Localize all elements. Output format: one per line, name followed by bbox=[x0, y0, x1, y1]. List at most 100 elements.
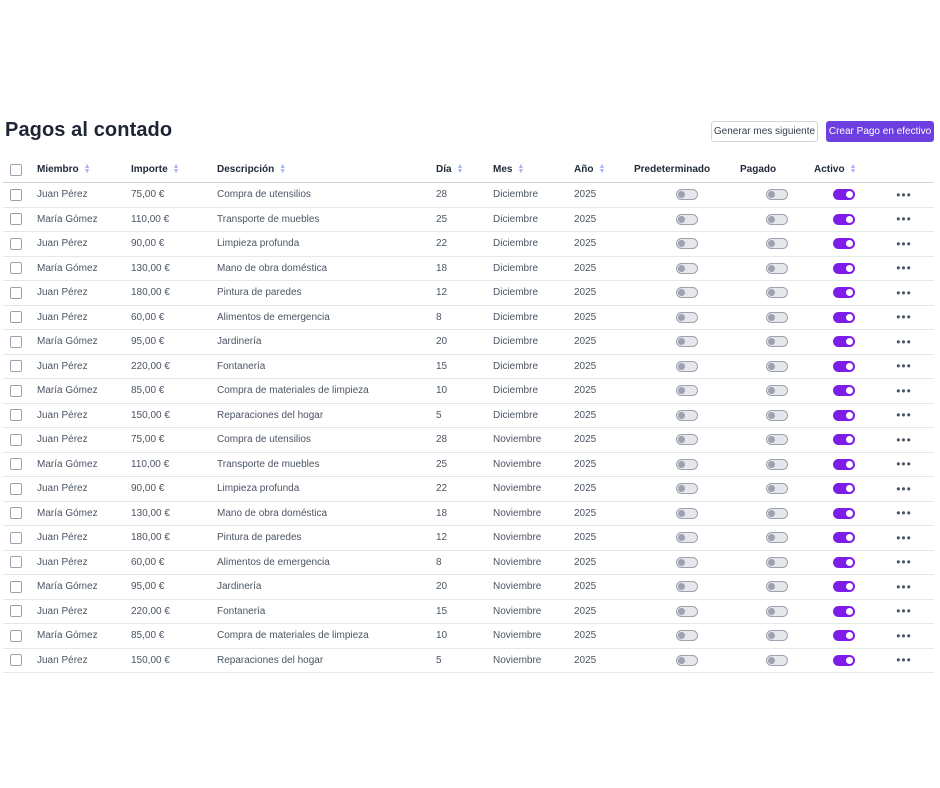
row-actions-menu-icon[interactable]: ••• bbox=[874, 329, 934, 355]
active-toggle[interactable] bbox=[833, 458, 855, 470]
default-toggle[interactable] bbox=[676, 630, 698, 642]
default-toggle[interactable] bbox=[676, 654, 698, 666]
row-checkbox[interactable] bbox=[10, 188, 22, 201]
row-checkbox[interactable] bbox=[10, 629, 22, 642]
member-link[interactable]: María Gómez bbox=[37, 623, 131, 649]
col-month[interactable]: Mes ▲ ▼ bbox=[493, 157, 574, 183]
select-all-checkbox[interactable] bbox=[10, 163, 22, 176]
row-actions-menu-icon[interactable]: ••• bbox=[874, 182, 934, 208]
row-checkbox[interactable] bbox=[10, 580, 22, 593]
member-link[interactable]: Juan Pérez bbox=[37, 354, 131, 379]
active-toggle[interactable] bbox=[833, 507, 855, 519]
row-checkbox[interactable] bbox=[10, 531, 22, 544]
active-toggle[interactable] bbox=[833, 483, 855, 495]
row-checkbox[interactable] bbox=[10, 556, 22, 569]
row-checkbox[interactable] bbox=[10, 482, 22, 495]
member-link[interactable]: María Gómez bbox=[37, 207, 131, 232]
col-year[interactable]: Año ▲ ▼ bbox=[574, 157, 634, 183]
active-toggle[interactable] bbox=[833, 287, 855, 299]
paid-toggle[interactable] bbox=[766, 507, 788, 519]
row-checkbox[interactable] bbox=[10, 360, 22, 373]
paid-toggle[interactable] bbox=[766, 213, 788, 225]
default-toggle[interactable] bbox=[676, 483, 698, 495]
row-checkbox[interactable] bbox=[10, 311, 22, 324]
generate-next-month-button[interactable]: Generar mes siguiente bbox=[711, 121, 818, 142]
member-link[interactable]: Juan Pérez bbox=[37, 525, 131, 551]
active-toggle[interactable] bbox=[833, 630, 855, 642]
row-actions-menu-icon[interactable]: ••• bbox=[874, 305, 934, 330]
active-toggle[interactable] bbox=[833, 581, 855, 593]
row-actions-menu-icon[interactable]: ••• bbox=[874, 599, 934, 624]
active-toggle[interactable] bbox=[833, 654, 855, 666]
paid-toggle[interactable] bbox=[766, 654, 788, 666]
active-toggle[interactable] bbox=[833, 532, 855, 544]
default-toggle[interactable] bbox=[676, 532, 698, 544]
active-toggle[interactable] bbox=[833, 556, 855, 568]
member-link[interactable]: María Gómez bbox=[37, 452, 131, 477]
active-toggle[interactable] bbox=[833, 605, 855, 617]
default-toggle[interactable] bbox=[676, 311, 698, 323]
member-link[interactable]: María Gómez bbox=[37, 378, 131, 404]
member-link[interactable]: Juan Pérez bbox=[37, 182, 131, 208]
paid-toggle[interactable] bbox=[766, 287, 788, 299]
row-actions-menu-icon[interactable]: ••• bbox=[874, 427, 934, 453]
default-toggle[interactable] bbox=[676, 409, 698, 421]
member-link[interactable]: Juan Pérez bbox=[37, 280, 131, 306]
default-toggle[interactable] bbox=[676, 581, 698, 593]
row-checkbox[interactable] bbox=[10, 335, 22, 348]
paid-toggle[interactable] bbox=[766, 409, 788, 421]
member-link[interactable]: María Gómez bbox=[37, 256, 131, 281]
default-toggle[interactable] bbox=[676, 287, 698, 299]
col-description[interactable]: Descripción ▲ ▼ bbox=[217, 157, 436, 183]
row-checkbox[interactable] bbox=[10, 286, 22, 299]
row-actions-menu-icon[interactable]: ••• bbox=[874, 452, 934, 477]
row-checkbox[interactable] bbox=[10, 237, 22, 250]
default-toggle[interactable] bbox=[676, 189, 698, 201]
default-toggle[interactable] bbox=[676, 434, 698, 446]
default-toggle[interactable] bbox=[676, 238, 698, 250]
paid-toggle[interactable] bbox=[766, 262, 788, 274]
member-link[interactable]: María Gómez bbox=[37, 329, 131, 355]
paid-toggle[interactable] bbox=[766, 605, 788, 617]
default-toggle[interactable] bbox=[676, 360, 698, 372]
default-toggle[interactable] bbox=[676, 507, 698, 519]
default-toggle[interactable] bbox=[676, 458, 698, 470]
row-checkbox[interactable] bbox=[10, 654, 22, 667]
paid-toggle[interactable] bbox=[766, 458, 788, 470]
row-actions-menu-icon[interactable]: ••• bbox=[874, 231, 934, 257]
row-checkbox[interactable] bbox=[10, 213, 22, 226]
col-active[interactable]: Activo ▲ ▼ bbox=[814, 157, 874, 183]
paid-toggle[interactable] bbox=[766, 532, 788, 544]
active-toggle[interactable] bbox=[833, 311, 855, 323]
active-toggle[interactable] bbox=[833, 336, 855, 348]
member-link[interactable]: Juan Pérez bbox=[37, 648, 131, 673]
member-link[interactable]: Juan Pérez bbox=[37, 476, 131, 502]
paid-toggle[interactable] bbox=[766, 336, 788, 348]
row-actions-menu-icon[interactable]: ••• bbox=[874, 501, 934, 526]
row-actions-menu-icon[interactable]: ••• bbox=[874, 525, 934, 551]
active-toggle[interactable] bbox=[833, 360, 855, 372]
row-checkbox[interactable] bbox=[10, 409, 22, 422]
row-actions-menu-icon[interactable]: ••• bbox=[874, 623, 934, 649]
row-actions-menu-icon[interactable]: ••• bbox=[874, 378, 934, 404]
member-link[interactable]: Juan Pérez bbox=[37, 550, 131, 575]
paid-toggle[interactable] bbox=[766, 311, 788, 323]
default-toggle[interactable] bbox=[676, 556, 698, 568]
row-actions-menu-icon[interactable]: ••• bbox=[874, 207, 934, 232]
row-checkbox[interactable] bbox=[10, 262, 22, 275]
paid-toggle[interactable] bbox=[766, 385, 788, 397]
default-toggle[interactable] bbox=[676, 385, 698, 397]
paid-toggle[interactable] bbox=[766, 434, 788, 446]
row-actions-menu-icon[interactable]: ••• bbox=[874, 354, 934, 379]
active-toggle[interactable] bbox=[833, 262, 855, 274]
row-actions-menu-icon[interactable]: ••• bbox=[874, 574, 934, 600]
col-member[interactable]: Miembro ▲ ▼ bbox=[37, 157, 131, 183]
default-toggle[interactable] bbox=[676, 605, 698, 617]
row-checkbox[interactable] bbox=[10, 605, 22, 618]
row-checkbox[interactable] bbox=[10, 433, 22, 446]
default-toggle[interactable] bbox=[676, 213, 698, 225]
col-day[interactable]: Día ▲ ▼ bbox=[436, 157, 493, 183]
row-actions-menu-icon[interactable]: ••• bbox=[874, 648, 934, 673]
row-actions-menu-icon[interactable]: ••• bbox=[874, 476, 934, 502]
member-link[interactable]: María Gómez bbox=[37, 574, 131, 600]
